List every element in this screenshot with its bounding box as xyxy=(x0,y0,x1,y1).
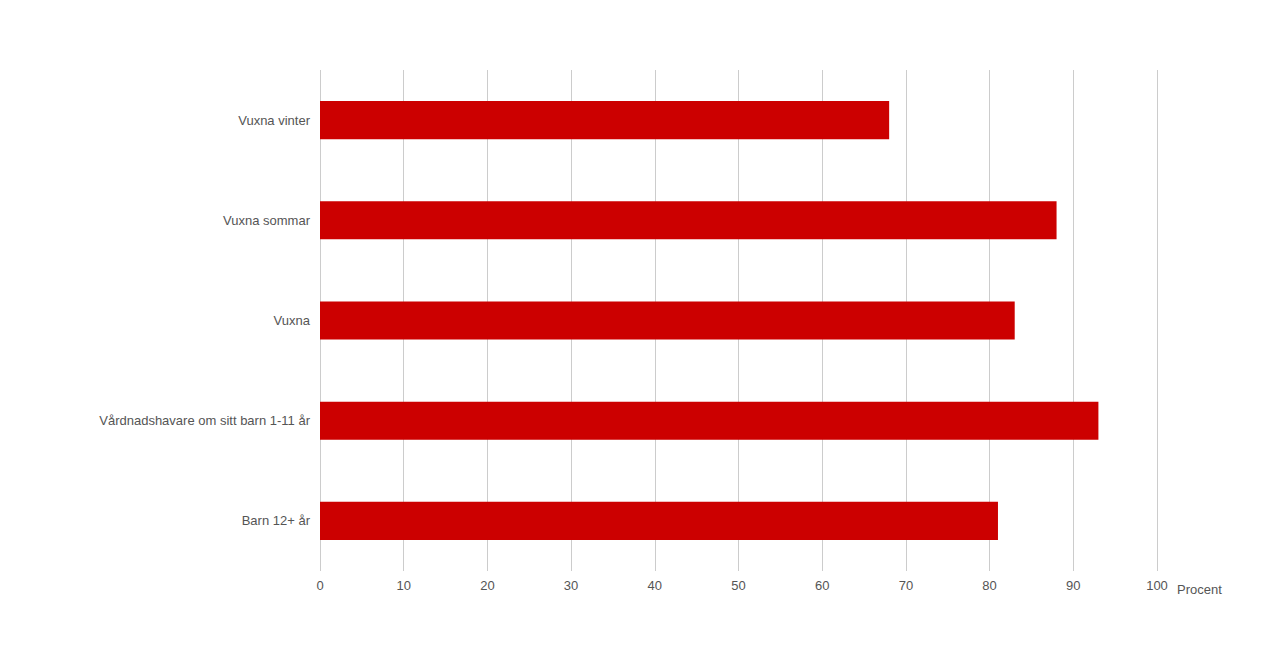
svg-text:Procent: Procent xyxy=(1177,582,1222,597)
svg-text:20: 20 xyxy=(480,578,494,593)
svg-text:Vuxna vinter: Vuxna vinter xyxy=(238,113,310,128)
svg-text:90: 90 xyxy=(1066,578,1080,593)
svg-text:0: 0 xyxy=(316,578,323,593)
svg-text:30: 30 xyxy=(564,578,578,593)
svg-text:70: 70 xyxy=(899,578,913,593)
svg-text:10: 10 xyxy=(396,578,410,593)
svg-text:60: 60 xyxy=(815,578,829,593)
svg-text:50: 50 xyxy=(731,578,745,593)
svg-text:Barn 12+ år: Barn 12+ år xyxy=(242,513,311,528)
svg-text:Vuxna sommar: Vuxna sommar xyxy=(223,213,311,228)
svg-text:40: 40 xyxy=(648,578,662,593)
svg-text:100: 100 xyxy=(1146,578,1168,593)
svg-text:Vuxna: Vuxna xyxy=(274,313,311,328)
svg-text:80: 80 xyxy=(982,578,996,593)
svg-text:Vårdnadshavare om sitt barn 1-: Vårdnadshavare om sitt barn 1-11 år xyxy=(99,413,310,428)
